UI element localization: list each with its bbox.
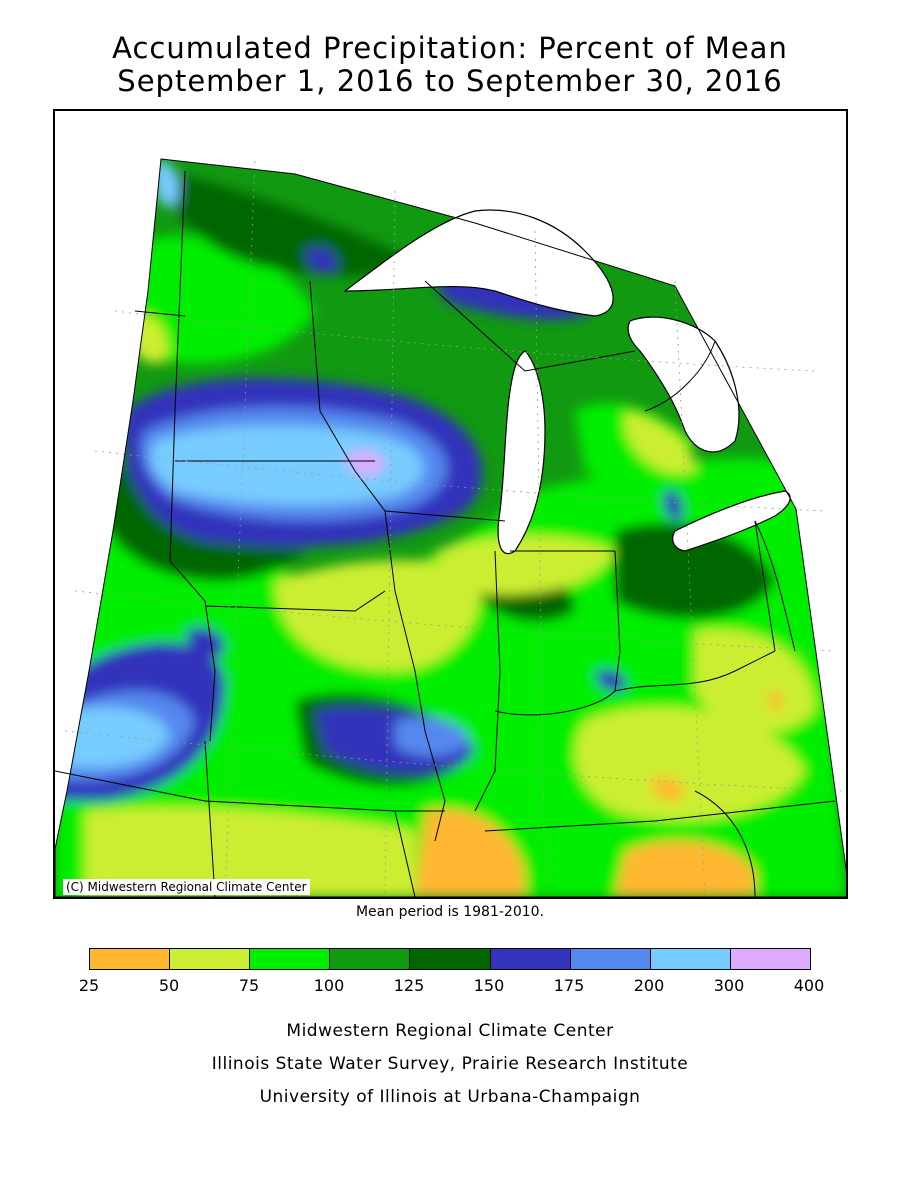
border-ks-mo [204, 740, 216, 897]
border-il-in [474, 550, 501, 812]
lake-superior [343, 209, 614, 317]
border-nd-mn [169, 170, 186, 562]
border-mo-il [394, 590, 446, 842]
border-oh-pa [754, 520, 776, 652]
field-200-300-nebraska [65, 707, 170, 768]
color-legend [89, 948, 811, 970]
mean-period-note: Mean period is 1981-2010. [355, 904, 545, 920]
map-region-outline [55, 158, 846, 897]
credit-line1: Midwestern Regional Climate Center [286, 1021, 614, 1041]
field-150-175-iowa-spot [185, 627, 225, 659]
legend-swatch-8 [730, 949, 810, 969]
graticule [64, 160, 846, 897]
legend-color-bar [89, 948, 811, 970]
lake-erie [672, 490, 791, 552]
legend-swatch-4 [410, 949, 491, 969]
border-ky-tn [484, 800, 836, 832]
field-125-150-ohio [615, 523, 775, 619]
legend-swatch-2 [250, 949, 331, 969]
field-50-75-ohio-east [695, 629, 815, 733]
legend-tick-300: 300 [713, 976, 745, 995]
border-nd-sd [134, 310, 186, 317]
field-50-75-iowa-illinois [275, 560, 481, 671]
field-50-75-south-west [85, 807, 415, 897]
field-25-50-ohio-spot [768, 690, 782, 711]
credit-line2: Illinois State Water Survey, Prairie Res… [211, 1054, 689, 1074]
field-50-75-kentucky [575, 707, 805, 821]
legend-tick-100: 100 [313, 976, 345, 995]
field-150-175-detroit [663, 490, 683, 521]
precipitation-map: (C) Midwestern Regional Climate Center [53, 109, 848, 899]
field-200-300-minnesota [150, 425, 424, 506]
border-mi-canada [644, 340, 716, 412]
field-25-50-tennessee [615, 840, 755, 897]
legend-tick-50: 50 [158, 976, 180, 995]
border-ia-mo [204, 590, 386, 612]
border-mn-wi [309, 280, 396, 592]
field-125-150-north [165, 171, 415, 276]
border-ky-va [694, 790, 756, 897]
map-copyright: (C) Midwestern Regional Climate Center [63, 879, 310, 895]
legend-tick-25: 25 [78, 976, 100, 995]
border-wi-upper-michigan [424, 280, 636, 372]
border-ne-ks [55, 770, 206, 802]
legend-swatch-0 [90, 949, 171, 969]
legend-swatch-5 [490, 949, 571, 969]
legend-swatch-3 [330, 949, 411, 969]
credit-line3: University of Illinois at Urbana-Champai… [259, 1087, 641, 1107]
border-mo-ar [394, 810, 416, 897]
field-300-400-spot [345, 450, 385, 476]
legend-tick-150: 150 [473, 976, 505, 995]
legend-tick-200: 200 [633, 976, 665, 995]
border-wi-il [384, 510, 506, 522]
field-150-175-indiana-spot [595, 669, 626, 692]
legend-tick-400: 400 [793, 976, 825, 995]
field-25-50-southern-illinois [415, 809, 525, 897]
field-25-50-kentucky-spot [650, 776, 685, 801]
field-150-175-minnesota-north [305, 247, 338, 274]
map-canvas [55, 158, 846, 897]
border-ia-ne [169, 560, 216, 742]
map-title-line2: September 1, 2016 to September 30, 2016 [117, 64, 783, 98]
legend-tick-75: 75 [238, 976, 260, 995]
border-ohio-river [494, 650, 776, 716]
border-in-oh [614, 550, 621, 692]
legend-tick-125: 125 [393, 976, 425, 995]
state-borders [55, 170, 836, 897]
field-175-200-missouri [395, 717, 470, 757]
legend-swatch-1 [170, 949, 251, 969]
map-title-line1: Accumulated Precipitation: Percent of Me… [112, 31, 788, 65]
field-50-75-lower-michigan [625, 411, 695, 474]
legend-tick-175: 175 [553, 976, 585, 995]
lake-michigan [497, 350, 546, 555]
legend-swatch-7 [650, 949, 731, 969]
legend-swatch-6 [570, 949, 651, 969]
border-pa-wv [754, 520, 796, 652]
